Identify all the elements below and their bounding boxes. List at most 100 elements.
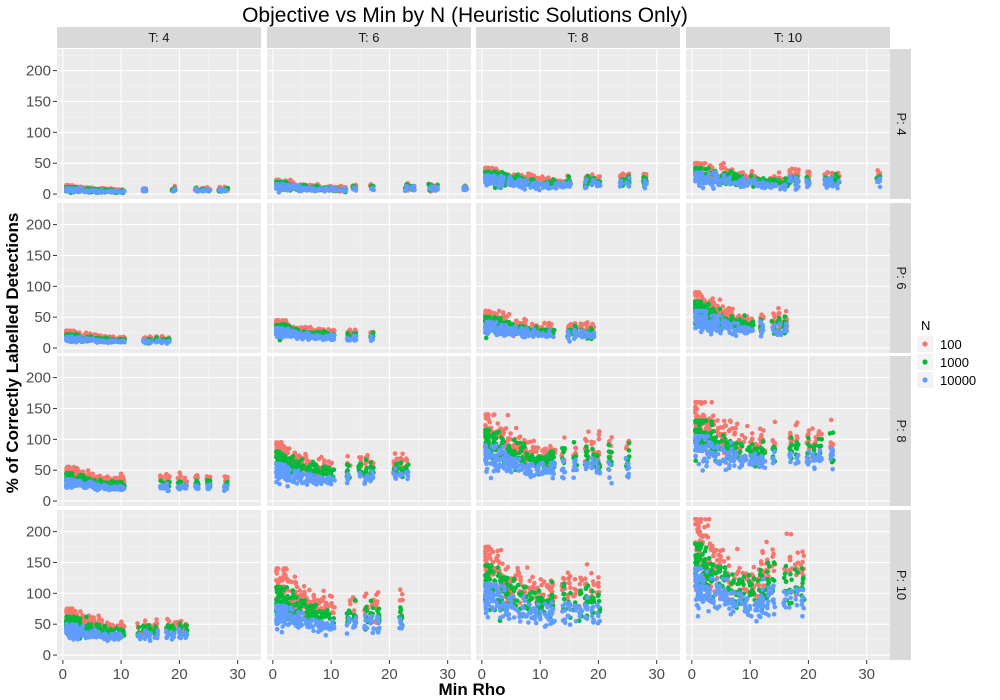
- data-point: [515, 331, 520, 336]
- data-point: [329, 333, 335, 339]
- data-point: [707, 177, 712, 183]
- data-point: [300, 337, 305, 342]
- data-point: [104, 189, 110, 194]
- data-point: [524, 182, 529, 188]
- data-point: [323, 336, 329, 341]
- y-tick-label: 200: [26, 524, 51, 541]
- data-point: [776, 170, 782, 175]
- data-point: [693, 314, 698, 320]
- data-point: [165, 339, 171, 345]
- y-tick-label: 0: [43, 647, 51, 664]
- y-tick-label: 100: [26, 585, 51, 602]
- row-strip-label: P: 4: [894, 112, 909, 135]
- data-point: [535, 184, 540, 190]
- y-tick-label: 150: [26, 400, 51, 417]
- y-tick-label: 200: [26, 63, 51, 80]
- data-point: [113, 189, 118, 194]
- data-point: [504, 314, 510, 319]
- data-point: [721, 173, 727, 178]
- data-point: [149, 339, 154, 344]
- data-point: [877, 184, 883, 190]
- data-point: [708, 332, 714, 337]
- chart-title: Objective vs Min by N (Heuristic Solutio…: [242, 4, 688, 27]
- x-tick-label: 0: [59, 666, 67, 683]
- data-point: [141, 188, 146, 193]
- y-tick-label: 0: [43, 340, 51, 357]
- data-point: [100, 339, 106, 345]
- data-point: [153, 339, 159, 345]
- data-point: [697, 183, 702, 188]
- data-point: [727, 181, 733, 187]
- data-point: [738, 325, 744, 330]
- data-point: [294, 336, 300, 342]
- data-point: [487, 309, 492, 314]
- data-point: [735, 181, 740, 187]
- data-point: [533, 331, 539, 337]
- x-tick-label: 20: [381, 666, 398, 683]
- x-tick-label: 20: [800, 666, 817, 683]
- column-strip: [57, 27, 261, 48]
- data-point: [693, 299, 699, 305]
- data-point: [317, 187, 322, 192]
- row-strip: [890, 49, 911, 199]
- x-tick-label: 10: [323, 666, 340, 683]
- data-point: [309, 186, 314, 192]
- data-point: [703, 312, 708, 318]
- data-point: [345, 337, 350, 343]
- data-point: [566, 181, 571, 187]
- data-point: [775, 332, 780, 338]
- points-layer: [64, 160, 883, 644]
- y-tick-label: 0: [43, 493, 51, 510]
- data-point: [782, 327, 788, 332]
- x-tick-label: 10: [742, 666, 759, 683]
- facet-panel: [267, 203, 471, 353]
- data-point: [121, 189, 126, 195]
- data-point: [509, 329, 515, 335]
- x-tick-label: 30: [439, 666, 456, 683]
- data-point: [796, 167, 801, 173]
- y-tick-label: 50: [34, 616, 51, 633]
- data-point: [702, 160, 708, 166]
- data-point: [82, 338, 88, 344]
- data-point: [754, 183, 759, 188]
- column-strip-label: T: 4: [149, 30, 170, 45]
- data-point: [566, 174, 571, 179]
- data-point: [794, 177, 799, 183]
- data-point: [352, 335, 357, 341]
- data-point: [706, 319, 712, 325]
- data-point: [795, 184, 801, 189]
- x-tick-label: 10: [532, 666, 549, 683]
- data-point: [712, 170, 718, 175]
- y-tick-label: 150: [26, 247, 51, 264]
- data-point: [769, 318, 775, 324]
- data-point: [160, 339, 166, 344]
- column-strip: [686, 27, 890, 48]
- data-point: [759, 312, 764, 318]
- data-point: [741, 180, 747, 186]
- column-strip: [476, 27, 680, 48]
- data-point: [702, 324, 707, 330]
- data-point: [343, 186, 348, 191]
- row-strip-label: P: 8: [894, 419, 909, 442]
- data-point: [506, 176, 512, 182]
- data-point: [698, 329, 704, 335]
- data-point: [112, 338, 118, 344]
- data-point: [500, 180, 505, 186]
- data-point: [464, 186, 469, 191]
- data-point: [195, 189, 201, 194]
- data-point: [693, 319, 699, 325]
- row-strip-label: P: 10: [894, 570, 909, 600]
- data-point: [404, 186, 409, 192]
- data-point: [752, 177, 757, 182]
- panel-background: [686, 356, 890, 506]
- data-point: [531, 182, 537, 187]
- data-point: [313, 334, 318, 340]
- data-point: [279, 187, 284, 192]
- data-point: [513, 325, 519, 331]
- data-point: [573, 331, 578, 336]
- data-point: [486, 174, 491, 179]
- data-point: [788, 177, 793, 183]
- data-point: [787, 169, 793, 175]
- data-point: [748, 173, 754, 179]
- data-point: [699, 294, 705, 299]
